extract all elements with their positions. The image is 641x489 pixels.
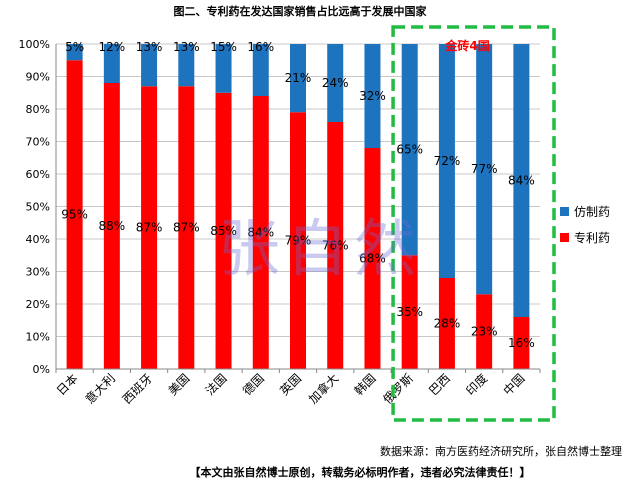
bar-patent [327,122,344,369]
y-tick-label: 100% [19,38,50,51]
bars [66,44,530,369]
y-tick-label: 40% [26,233,50,246]
bar-generic [103,44,120,83]
category-label: 韩国 [351,371,379,399]
category-labels: 日本 意大利 西班牙 美国 法国 德国 英国 加拿大 韩国 俄罗斯 巴西 印度 中国 [54,371,528,407]
category-label: 西班牙 [120,371,155,406]
bar-patent [438,278,455,369]
bar-generic [252,44,269,96]
data-label-patent: 16% [508,336,535,350]
data-label-patent: 76% [322,239,349,253]
y-tick-label: 50% [26,201,50,214]
bar-generic [178,44,195,87]
data-label-patent: 88% [99,219,126,233]
chart-title: 图二、专利药在发达国家销售占比远高于发展中国家 [174,4,428,18]
bar-patent [215,92,232,369]
bar-patent [66,60,83,369]
bar-patent [290,112,306,369]
data-label-patent: 95% [61,208,88,222]
category-label: 印度 [463,371,491,399]
bar-patent [476,294,493,369]
data-label-generic: 65% [396,143,423,157]
legend-label: 仿制药 [574,205,610,219]
data-label-patent: 87% [173,221,200,235]
bar-patent [401,255,418,369]
bar-patent [252,96,269,369]
category-label: 中国 [500,371,528,399]
bar-patent [141,86,158,369]
y-tick-label: 30% [26,266,50,279]
highlight-box [391,25,556,422]
data-label-generic: 16% [247,40,274,54]
bar-generic [66,44,83,61]
category-label: 美国 [166,371,193,398]
data-label-generic: 13% [136,40,163,54]
watermark: 张自然 [218,212,422,285]
data-label-generic: 15% [210,40,237,54]
y-tick-label: 0% [33,363,50,376]
legend-label: 专利药 [574,230,610,245]
bar-generic [438,44,455,278]
legend-swatch [560,207,569,216]
data-label-generic: 84% [508,174,535,188]
category-label: 日本 [54,371,81,398]
data-label-generic: 5% [65,40,84,54]
data-label-patent: 23% [471,325,498,339]
bar-generic [215,44,232,93]
data-labels: 95% 5% 88% 12% 87% 13% 87% 13% 85% 15% 84% 16% 79% 21… [61,40,534,350]
data-label-patent: 68% [359,252,386,266]
bar-generic [327,44,344,122]
highlight-label: 金砖4国 [444,38,489,53]
bar-generic [290,44,306,113]
axes: 0% 10% 20% 30% 40% 50% 60% 70% 80% 90% 100% [19,38,541,376]
data-label-generic: 32% [359,89,386,103]
bar-generic [401,44,418,256]
data-label-generic: 24% [322,76,349,90]
y-tick-label: 90% [26,71,50,84]
y-tick-label: 20% [26,298,50,311]
data-label-generic: 12% [99,40,126,54]
category-label: 英国 [277,371,304,398]
y-tick-label: 80% [26,103,50,116]
bar-patent [513,317,530,369]
bar-generic [513,44,530,317]
data-label-patent: 28% [434,317,461,331]
data-label-generic: 72% [434,154,461,168]
data-source: 数据来源：南方医药经济研究所，张自然博士整理 [380,444,622,458]
data-label-patent: 87% [136,221,163,235]
bar-patent [178,86,195,369]
legend-swatch [560,233,569,242]
y-tick-label: 60% [26,168,50,181]
category-label: 加拿大 [305,371,341,407]
bar-generic [476,44,493,295]
category-label: 法国 [203,371,230,398]
category-label: 巴西 [426,371,453,398]
data-label-patent: 85% [210,224,237,238]
y-tick-label: 70% [26,136,50,149]
copyright-notice: 【本文由张自然博士原创，转载务必标明作者，违者必究法律责任！】 [190,465,531,479]
data-label-patent: 84% [247,226,274,240]
y-tick-label: 10% [26,331,50,344]
category-label: 俄罗斯 [380,371,415,406]
bar-generic [364,44,381,148]
data-label-generic: 13% [173,40,200,54]
bar-generic [141,44,158,87]
bar-patent [364,148,381,369]
data-label-patent: 79% [285,234,312,248]
data-label-generic: 21% [285,71,312,85]
data-label-generic: 77% [471,162,498,176]
category-label: 意大利 [82,371,118,407]
highlight-group: 金砖4国 [391,25,556,422]
data-label-patent: 35% [396,305,423,319]
bar-patent [103,83,120,369]
category-label: 德国 [239,371,267,399]
